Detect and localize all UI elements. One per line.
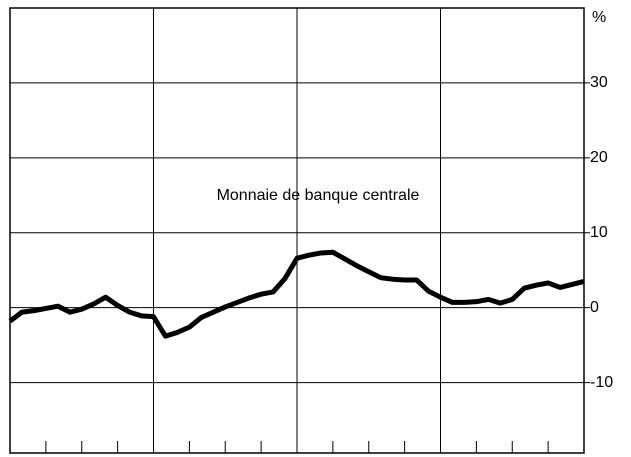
y-tick-label: 0 bbox=[590, 299, 599, 316]
annotation: Monnaie de banque centrale bbox=[217, 187, 420, 204]
y-tick-label: 20 bbox=[590, 149, 608, 166]
y-tick-label: -10 bbox=[590, 374, 613, 391]
y-tick-label: 30 bbox=[590, 74, 608, 91]
y-axis-label: % bbox=[592, 9, 606, 26]
y-tick-label: 10 bbox=[590, 224, 608, 241]
data-line bbox=[8, 249, 585, 339]
